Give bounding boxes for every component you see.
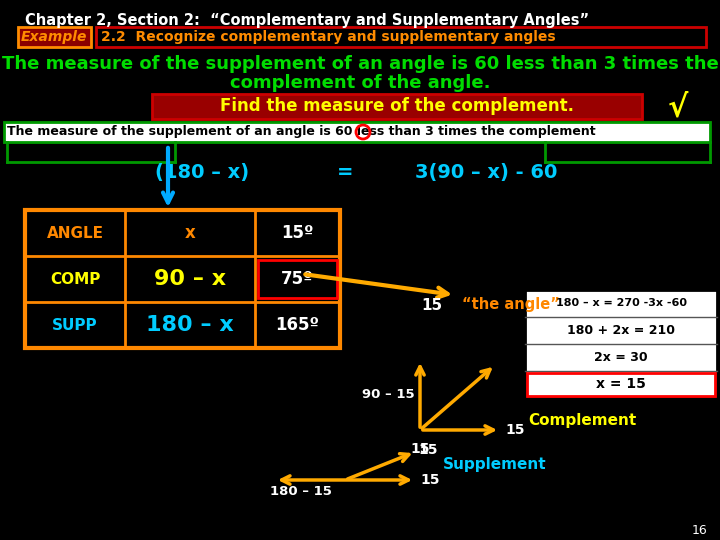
Text: 15: 15 <box>505 423 524 437</box>
Text: COMP: COMP <box>50 272 100 287</box>
Text: 15: 15 <box>410 442 430 456</box>
Text: “the angle”: “the angle” <box>462 298 560 313</box>
Bar <box>525 290 717 398</box>
Text: =: = <box>337 163 354 182</box>
Text: 16: 16 <box>692 523 708 537</box>
Text: (180 – x): (180 – x) <box>155 163 249 182</box>
Text: 15º: 15º <box>282 224 314 242</box>
Text: 90 – x: 90 – x <box>154 269 226 289</box>
Bar <box>527 373 715 396</box>
Bar <box>152 94 642 119</box>
Bar <box>96 27 706 47</box>
Text: Supplement: Supplement <box>443 457 546 472</box>
Text: 2x = 30: 2x = 30 <box>594 351 648 364</box>
Text: 15: 15 <box>420 473 439 487</box>
Text: x: x <box>184 224 195 242</box>
Text: complement of the angle.: complement of the angle. <box>230 74 490 92</box>
Bar <box>18 27 91 47</box>
Text: The measure of the supplement of an angle is 60 less than 3 times the: The measure of the supplement of an angl… <box>1 55 719 73</box>
Text: 3(90 – x) - 60: 3(90 – x) - 60 <box>415 163 557 182</box>
Text: 165º: 165º <box>276 316 320 334</box>
Text: ANGLE: ANGLE <box>47 226 104 240</box>
Text: 180 – x: 180 – x <box>146 315 234 335</box>
Text: SUPP: SUPP <box>52 318 98 333</box>
Text: √: √ <box>668 94 688 123</box>
Bar <box>4 122 710 142</box>
Text: 15: 15 <box>421 298 443 313</box>
Bar <box>25 210 340 348</box>
Bar <box>258 260 337 298</box>
Text: x = 15: x = 15 <box>596 377 646 392</box>
Text: 15: 15 <box>418 443 438 457</box>
Text: 2.2  Recognize complementary and supplementary angles: 2.2 Recognize complementary and suppleme… <box>101 30 556 44</box>
Text: 180 – 15: 180 – 15 <box>270 485 332 498</box>
Text: Example: Example <box>21 30 87 44</box>
Text: 180 + 2x = 210: 180 + 2x = 210 <box>567 324 675 337</box>
Text: 180 – x = 270 -3x -60: 180 – x = 270 -3x -60 <box>556 299 686 308</box>
Text: Chapter 2, Section 2:  “Complementary and Supplementary Angles”: Chapter 2, Section 2: “Complementary and… <box>25 13 589 28</box>
Text: 75º: 75º <box>282 270 314 288</box>
Text: Complement: Complement <box>528 413 636 428</box>
Text: The measure of the supplement of an angle is 60 less than 3 times the complement: The measure of the supplement of an angl… <box>7 125 595 138</box>
Text: 90 – 15: 90 – 15 <box>362 388 415 402</box>
Text: Find the measure of the complement.: Find the measure of the complement. <box>220 97 574 115</box>
